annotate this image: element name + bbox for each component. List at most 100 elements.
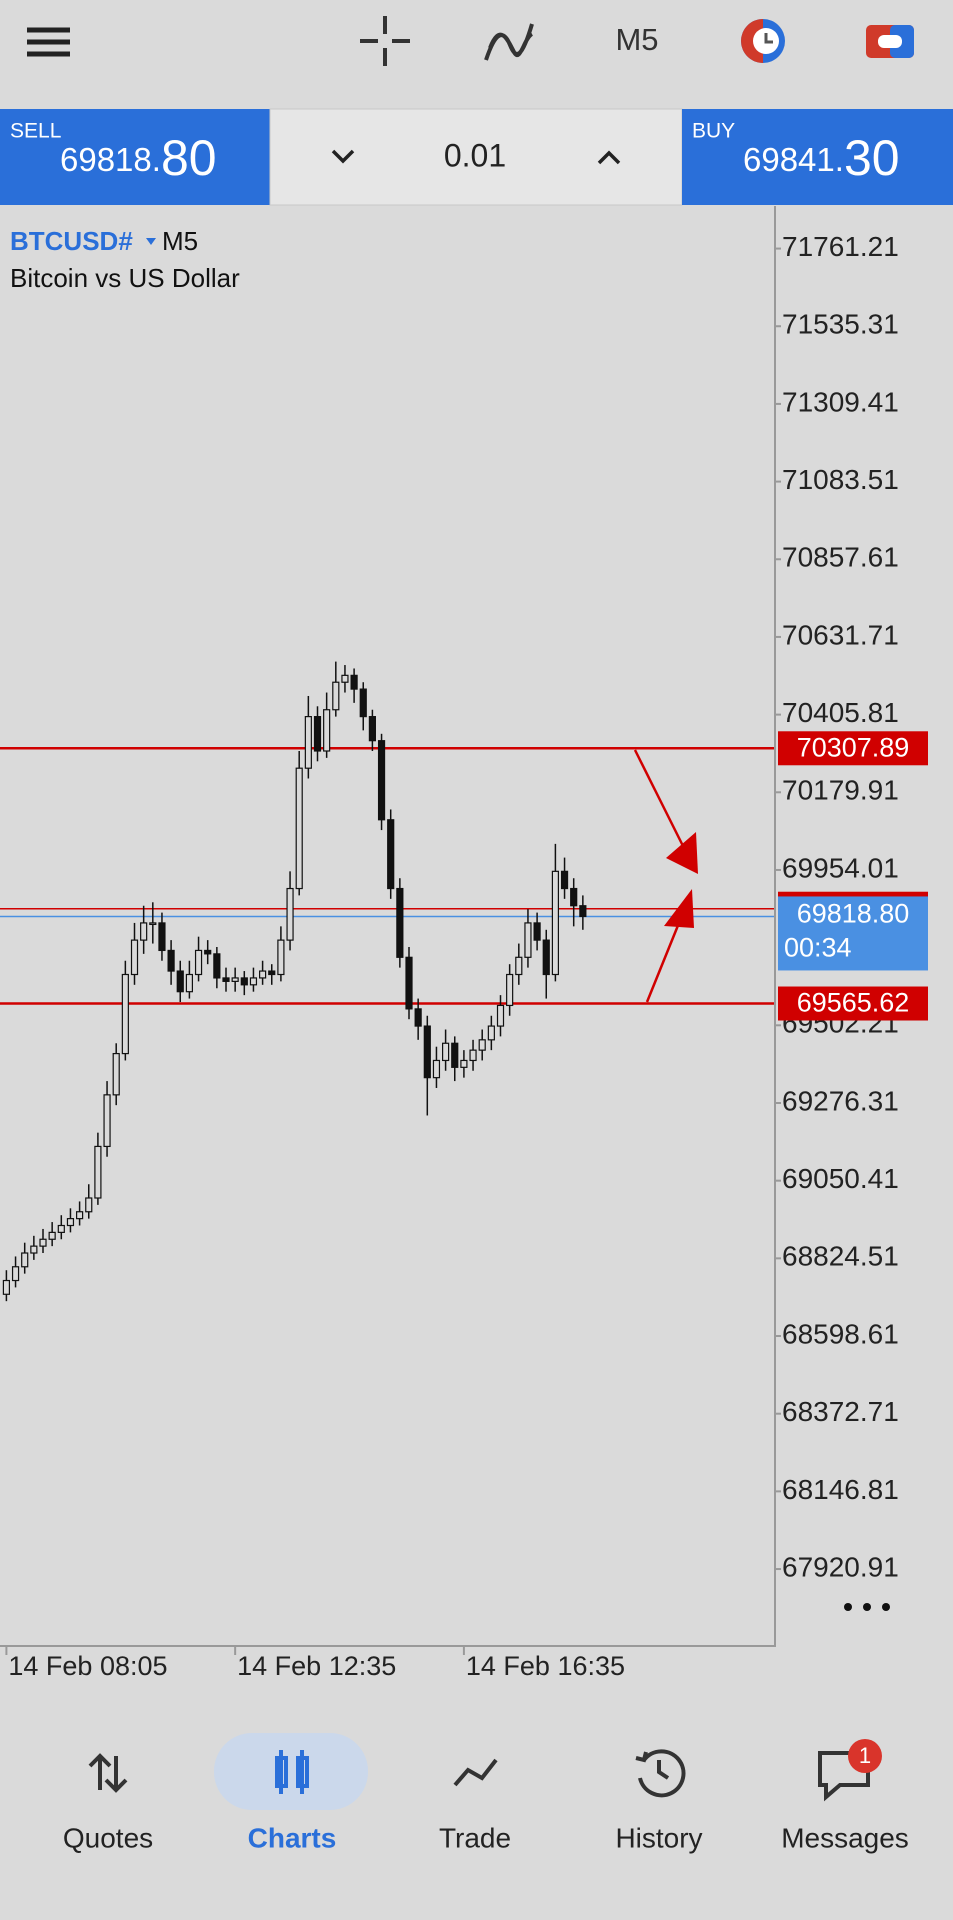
- candle-body: [469, 1049, 477, 1062]
- candle-body: [286, 887, 294, 941]
- chart-timeframe: M5: [162, 226, 198, 256]
- candle-body: [213, 953, 221, 979]
- sell-button[interactable]: [0, 109, 270, 205]
- sell-price: 69818.80: [60, 130, 217, 186]
- candle-body: [396, 887, 404, 958]
- candle-body: [149, 922, 157, 926]
- volume[interactable]: 0.01: [444, 137, 506, 173]
- candle-body: [442, 1042, 450, 1062]
- candle-body: [140, 922, 148, 941]
- candle-body: [277, 939, 285, 976]
- y-tick-label: 71083.51: [782, 464, 899, 495]
- nav-label[interactable]: Charts: [248, 1822, 337, 1853]
- candle-body: [304, 716, 312, 769]
- nav-label[interactable]: Quotes: [63, 1822, 153, 1853]
- buy-price: 69841.30: [743, 130, 900, 186]
- candle-body: [259, 970, 267, 979]
- volume-down[interactable]: [331, 149, 355, 164]
- y-tick-label: 70857.61: [782, 542, 899, 573]
- clock-button[interactable]: [741, 19, 785, 63]
- y-tick-label: 69050.41: [782, 1163, 899, 1194]
- candle-body: [85, 1197, 93, 1213]
- candle-body: [94, 1145, 102, 1199]
- candle-body: [194, 949, 203, 976]
- price-label: 70307.89: [797, 732, 910, 762]
- candle-body: [560, 870, 569, 890]
- x-tick-label: 14 Feb 16:35: [466, 1651, 625, 1681]
- candle-body: [121, 973, 129, 1055]
- candle-body: [112, 1052, 120, 1096]
- candle-body: [570, 887, 578, 907]
- candle-body: [341, 674, 349, 683]
- buy-button[interactable]: [682, 109, 953, 205]
- candle-body: [323, 709, 331, 752]
- y-tick-label: 68598.61: [782, 1318, 899, 1349]
- candle-body: [57, 1224, 65, 1233]
- price-label-box: [778, 731, 928, 766]
- candle-body: [39, 1238, 47, 1247]
- chart-symbol[interactable]: BTCUSD#: [10, 226, 133, 256]
- active-tab-pill: [214, 1733, 368, 1810]
- candle-body: [158, 922, 166, 952]
- nav-label[interactable]: Messages: [781, 1822, 909, 1853]
- crosshair-button[interactable]: [360, 16, 410, 66]
- one-click-button[interactable]: [866, 25, 914, 58]
- buy-label: BUY: [692, 120, 735, 143]
- volume-up[interactable]: [597, 150, 621, 165]
- nav-label[interactable]: Trade: [439, 1822, 511, 1853]
- candle-body: [167, 949, 175, 972]
- candle-body: [405, 956, 413, 1010]
- bottom-nav: Quotes Charts Trade History Messages: [63, 1822, 909, 1853]
- menu-button[interactable]: [27, 27, 70, 57]
- candle-body: [11, 1266, 20, 1282]
- candle-body: [240, 977, 248, 986]
- sell-price-head: 69818.: [60, 141, 161, 178]
- y-tick-label: 67920.91: [782, 1551, 899, 1582]
- more-button[interactable]: [844, 1603, 890, 1611]
- candle-body: [30, 1245, 38, 1254]
- candle-body: [579, 905, 587, 918]
- y-tick-label: 70631.71: [782, 619, 899, 650]
- y-tick-label: 68824.51: [782, 1241, 899, 1272]
- candle-body: [249, 977, 258, 986]
- candle-body: [551, 870, 560, 976]
- y-tick-label: 70405.81: [782, 697, 899, 728]
- annotation-arrows: [633, 749, 698, 1003]
- candle-body: [506, 973, 514, 1007]
- indicators-button[interactable]: [484, 23, 534, 61]
- symbol-dropdown[interactable]: [146, 238, 156, 245]
- x-tick-label: 14 Feb 12:35: [237, 1651, 396, 1681]
- symbol: BTCUSD#: [10, 226, 133, 256]
- candle-body: [377, 740, 386, 821]
- messages-icon: [818, 1739, 882, 1802]
- y-tick-label: 68372.71: [782, 1396, 899, 1427]
- bid-label-box: [778, 896, 928, 971]
- candle-body: [423, 1025, 431, 1079]
- candle-body: [103, 1094, 111, 1148]
- candle-body: [176, 970, 184, 993]
- y-tick-label: 70179.91: [782, 775, 899, 806]
- nav-label[interactable]: History: [615, 1822, 702, 1853]
- candle-body: [48, 1231, 56, 1240]
- price-label: 69565.62: [797, 988, 910, 1018]
- candle-body: [350, 674, 358, 690]
- candle-body: [222, 977, 230, 982]
- sell-price-tail: 80: [161, 130, 217, 186]
- buy-price-head: 69841.: [743, 141, 844, 178]
- candle-body: [460, 1059, 468, 1068]
- candle-body: [524, 922, 532, 958]
- charts-icon: [275, 1750, 309, 1794]
- candle-body: [130, 939, 139, 976]
- candle-body: [231, 977, 239, 982]
- y-tick-label: 71309.41: [782, 386, 899, 417]
- y-tick-label: 71761.21: [782, 231, 899, 262]
- candle-body: [533, 922, 541, 941]
- candle-body: [387, 819, 395, 890]
- candle-body: [313, 716, 322, 752]
- candle-body: [478, 1039, 486, 1051]
- timeframe-button[interactable]: M5: [615, 22, 658, 57]
- candle-body: [66, 1218, 75, 1227]
- candle-body: [295, 767, 303, 890]
